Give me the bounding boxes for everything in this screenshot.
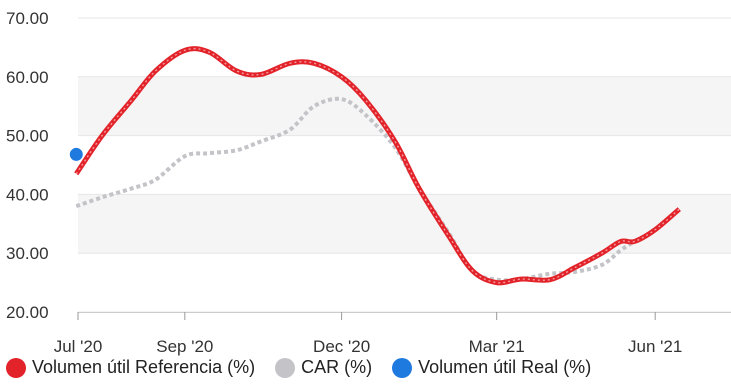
legend-item-referencia[interactable]: Volumen útil Referencia (%)	[6, 357, 255, 378]
plot-band	[78, 194, 731, 254]
legend-label-real: Volumen útil Real (%)	[418, 357, 592, 377]
x-tick-label: Dec '20	[313, 337, 370, 356]
x-axis: Jul '20 Sep '20 Dec '20 Mar '21 Jun '21	[54, 312, 731, 356]
data-point-real[interactable]	[69, 147, 83, 161]
legend: Volumen útil Referencia (%) CAR (%) Volu…	[6, 357, 611, 378]
x-tick-label: Jun '21	[628, 337, 682, 356]
legend-label-car: CAR (%)	[301, 357, 373, 377]
y-tick-label: 50.00	[6, 127, 49, 146]
series-lines	[69, 46, 681, 286]
legend-swatch-gray-icon	[275, 357, 296, 378]
y-tick-label: 70.00	[6, 9, 49, 28]
legend-label-referencia: Volumen útil Referencia (%)	[32, 357, 256, 377]
legend-item-car[interactable]: CAR (%)	[275, 357, 372, 378]
x-tick-label: Mar '21	[469, 337, 525, 356]
y-tick-label: 20.00	[6, 303, 49, 322]
plot-band	[78, 76, 731, 136]
series-line-referencia-texture	[75, 47, 680, 284]
y-tick-label: 40.00	[6, 185, 49, 204]
series-line-car[interactable]	[75, 96, 681, 283]
legend-swatch-red-icon	[6, 357, 26, 378]
legend-item-real[interactable]: Volumen útil Real (%)	[392, 357, 591, 378]
y-tick-label: 60.00	[6, 68, 49, 87]
plot-background-bands	[78, 76, 731, 254]
x-tick-label: Sep '20	[156, 337, 213, 356]
y-axis-ticks: 20.00 30.00 40.00 50.00 60.00 70.00	[6, 9, 49, 322]
x-tick-label: Jul '20	[54, 337, 103, 356]
legend-swatch-blue-icon	[392, 357, 413, 378]
y-tick-label: 30.00	[6, 244, 49, 263]
